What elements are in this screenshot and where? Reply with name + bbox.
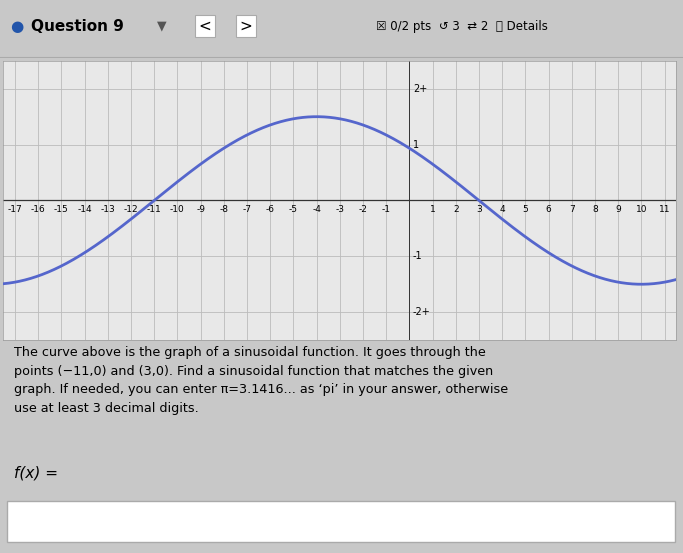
Text: 9: 9: [615, 205, 621, 214]
Text: -6: -6: [266, 205, 275, 214]
Text: -4: -4: [312, 205, 321, 214]
Text: 2: 2: [453, 205, 458, 214]
Text: -13: -13: [100, 205, 115, 214]
Text: -9: -9: [196, 205, 205, 214]
Text: -1: -1: [413, 251, 423, 262]
Text: ●: ●: [10, 19, 23, 34]
Text: -8: -8: [219, 205, 228, 214]
Text: f(x) =: f(x) =: [14, 465, 57, 481]
FancyBboxPatch shape: [7, 501, 675, 542]
Text: 3: 3: [476, 205, 482, 214]
Text: ☒ 0/2 pts  ↺ 3  ⇄ 2  ⓘ Details: ☒ 0/2 pts ↺ 3 ⇄ 2 ⓘ Details: [376, 19, 548, 33]
Text: 4: 4: [499, 205, 505, 214]
Text: -7: -7: [242, 205, 251, 214]
Text: -16: -16: [31, 205, 46, 214]
Text: >: >: [240, 19, 252, 34]
Text: -1: -1: [382, 205, 391, 214]
Text: The curve above is the graph of a sinusoidal function. It goes through the
point: The curve above is the graph of a sinuso…: [14, 346, 507, 415]
Text: 7: 7: [569, 205, 574, 214]
Text: -10: -10: [170, 205, 185, 214]
Text: 1: 1: [413, 139, 419, 150]
Text: -5: -5: [289, 205, 298, 214]
Text: -15: -15: [54, 205, 69, 214]
Text: -3: -3: [335, 205, 344, 214]
Text: -12: -12: [124, 205, 139, 214]
Text: 5: 5: [522, 205, 528, 214]
Text: Question 9: Question 9: [31, 19, 124, 34]
Text: 11: 11: [659, 205, 670, 214]
Text: -17: -17: [8, 205, 23, 214]
Text: -2+: -2+: [413, 307, 430, 317]
Text: ▼: ▼: [157, 19, 167, 33]
Text: -11: -11: [147, 205, 162, 214]
Text: <: <: [199, 19, 211, 34]
Text: -14: -14: [77, 205, 92, 214]
Text: 6: 6: [546, 205, 551, 214]
Text: 8: 8: [592, 205, 598, 214]
Text: 10: 10: [636, 205, 647, 214]
Text: -2: -2: [359, 205, 367, 214]
Text: 1: 1: [430, 205, 436, 214]
Text: 2+: 2+: [413, 84, 427, 94]
